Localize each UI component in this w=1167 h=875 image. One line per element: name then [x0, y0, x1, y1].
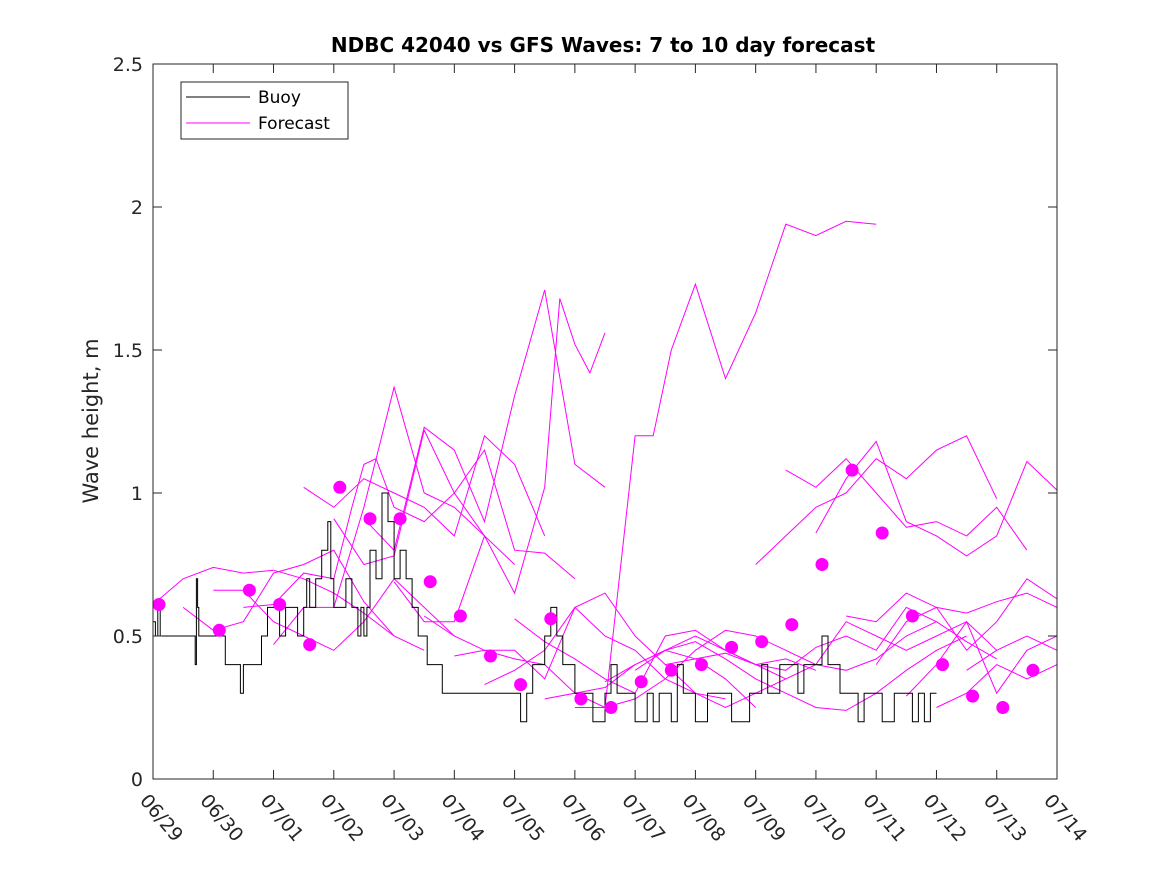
forecast-start-marker	[905, 609, 919, 623]
y-tick-label: 0.5	[113, 626, 143, 648]
forecast-start-marker	[484, 649, 497, 663]
forecast-start-marker	[393, 512, 407, 526]
buoy-series-group	[153, 492, 937, 723]
forecast-start-marker	[574, 692, 588, 706]
forecast-line	[785, 457, 1028, 551]
forecast-start-marker	[996, 701, 1010, 714]
forecast-start-marker	[153, 598, 166, 611]
buoy-line	[153, 492, 937, 723]
forecast-line	[484, 606, 787, 709]
forecast-start-marker	[634, 675, 648, 689]
forecast-line	[393, 298, 606, 623]
y-tick-label: 2.5	[113, 54, 143, 76]
y-tick-label: 1.5	[113, 340, 143, 362]
y-tick-label: 1	[131, 483, 143, 505]
y-axis-label: Wave height, m	[79, 338, 103, 503]
forecast-line	[243, 458, 485, 608]
forecast-line	[153, 566, 395, 637]
forecast-line	[303, 434, 546, 537]
forecast-start-marker	[785, 618, 799, 632]
forecast-start-marker	[755, 635, 769, 649]
forecast-start-marker	[453, 609, 467, 623]
forecast-line	[363, 289, 606, 552]
forecast-start-marker	[303, 638, 317, 652]
y-tick-label: 2	[131, 197, 143, 219]
forecast-line	[875, 578, 1057, 665]
forecast-start-marker	[1026, 663, 1040, 677]
legend-box	[180, 81, 349, 140]
forecast-start-marker	[273, 598, 287, 611]
legend-buoy-label: Buoy	[258, 88, 301, 108]
chart-title: NDBC 42040 vs GFS Waves: 7 to 10 day for…	[331, 33, 876, 57]
forecast-start-marker	[604, 701, 618, 714]
forecast-marker-group	[153, 463, 1040, 714]
forecast-start-marker	[966, 689, 980, 703]
forecast-start-marker	[875, 526, 889, 540]
forecast-series-group	[153, 220, 1057, 711]
legend: Buoy Forecast	[180, 81, 349, 140]
forecast-start-marker	[242, 583, 256, 597]
forecast-start-marker	[423, 575, 437, 589]
y-axis: 0 0.5 1 1.5 2 2.5	[113, 54, 1057, 791]
y-tick-label: 0	[131, 769, 143, 791]
forecast-start-marker	[212, 623, 226, 637]
forecast-line	[755, 435, 998, 565]
plot-area-frame	[152, 63, 1058, 780]
forecast-start-marker	[514, 678, 528, 692]
forecast-line	[966, 635, 1057, 671]
forecast-start-marker	[333, 480, 347, 494]
forecast-start-marker	[936, 658, 949, 672]
forecast-start-marker	[363, 512, 377, 526]
forecast-line	[665, 606, 997, 671]
forecast-start-marker	[845, 463, 859, 477]
forecast-line	[333, 428, 576, 580]
forecast-start-marker	[664, 663, 678, 677]
forecast-line	[514, 618, 817, 694]
forecast-start-marker	[544, 612, 558, 626]
forecast-line	[905, 620, 1057, 697]
forecast-line	[213, 578, 455, 651]
forecast-start-marker	[815, 558, 829, 571]
forecast-line	[846, 592, 1057, 623]
legend-forecast-label: Forecast	[258, 114, 330, 134]
forecast-start-marker	[725, 640, 739, 654]
forecast-start-marker	[694, 658, 708, 672]
